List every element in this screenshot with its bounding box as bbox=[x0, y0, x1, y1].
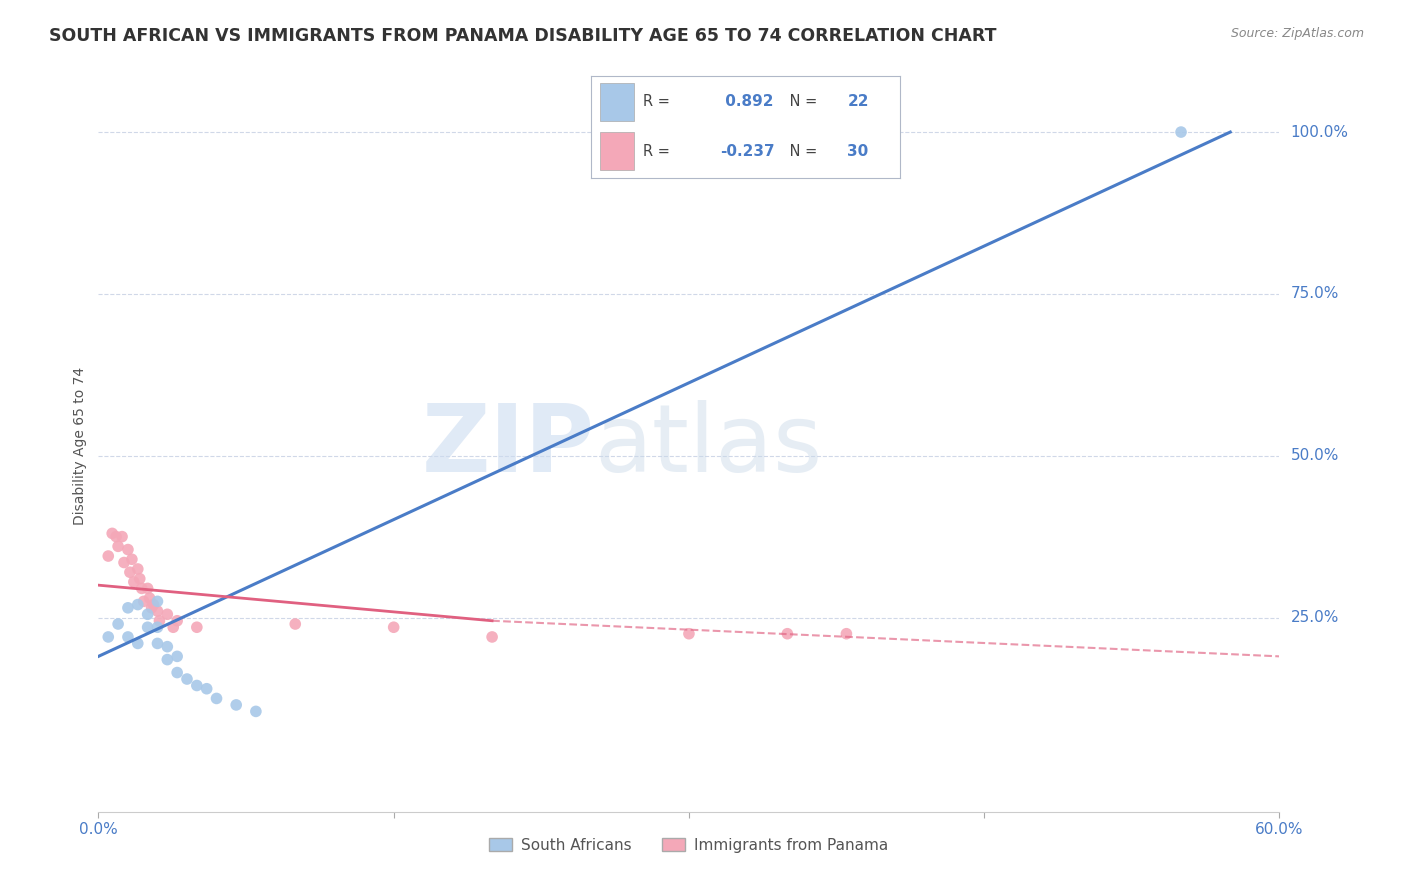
Point bbox=[122, 574, 145, 589]
Text: 22: 22 bbox=[848, 95, 869, 110]
Point bbox=[1170, 125, 1192, 139]
Point bbox=[146, 594, 169, 608]
Point bbox=[128, 572, 150, 586]
Point bbox=[156, 652, 179, 666]
Text: atlas: atlas bbox=[595, 400, 823, 492]
Point bbox=[117, 542, 139, 557]
Point bbox=[138, 591, 160, 606]
Text: 75.0%: 75.0% bbox=[1291, 286, 1339, 301]
Point bbox=[127, 636, 149, 650]
Point bbox=[186, 620, 208, 634]
Point bbox=[678, 626, 700, 640]
Text: Source: ZipAtlas.com: Source: ZipAtlas.com bbox=[1230, 27, 1364, 40]
Text: R =: R = bbox=[643, 144, 675, 159]
Point bbox=[156, 607, 179, 622]
Point bbox=[146, 604, 169, 618]
Point bbox=[148, 614, 170, 628]
Point bbox=[136, 607, 159, 622]
Point bbox=[245, 705, 267, 719]
FancyBboxPatch shape bbox=[600, 132, 634, 170]
FancyBboxPatch shape bbox=[600, 83, 634, 121]
Point bbox=[186, 678, 208, 692]
Point bbox=[107, 617, 129, 632]
Point bbox=[117, 630, 139, 644]
Point bbox=[156, 640, 179, 654]
Point bbox=[136, 620, 159, 634]
Point bbox=[117, 600, 139, 615]
Point bbox=[481, 630, 503, 644]
Point bbox=[146, 620, 169, 634]
Text: R =: R = bbox=[643, 95, 675, 110]
Point bbox=[176, 672, 198, 686]
Text: 30: 30 bbox=[848, 144, 869, 159]
Point bbox=[146, 636, 169, 650]
Point bbox=[225, 698, 247, 712]
Point bbox=[136, 582, 159, 596]
Text: 0.892: 0.892 bbox=[720, 95, 773, 110]
Text: N =: N = bbox=[786, 144, 823, 159]
Point bbox=[97, 630, 120, 644]
Text: 50.0%: 50.0% bbox=[1291, 448, 1339, 463]
Point bbox=[121, 552, 143, 566]
Text: SOUTH AFRICAN VS IMMIGRANTS FROM PANAMA DISABILITY AGE 65 TO 74 CORRELATION CHAR: SOUTH AFRICAN VS IMMIGRANTS FROM PANAMA … bbox=[49, 27, 997, 45]
Point bbox=[111, 530, 134, 544]
Point bbox=[166, 614, 188, 628]
Point bbox=[101, 526, 124, 541]
Point bbox=[118, 566, 141, 580]
Point bbox=[105, 530, 128, 544]
Text: 25.0%: 25.0% bbox=[1291, 610, 1339, 625]
Legend: South Africans, Immigrants from Panama: South Africans, Immigrants from Panama bbox=[484, 831, 894, 859]
Point bbox=[382, 620, 405, 634]
Point bbox=[284, 617, 307, 632]
Point bbox=[166, 649, 188, 664]
Point bbox=[162, 620, 184, 634]
Text: 100.0%: 100.0% bbox=[1291, 125, 1348, 139]
Point bbox=[195, 681, 218, 696]
Y-axis label: Disability Age 65 to 74: Disability Age 65 to 74 bbox=[73, 367, 87, 525]
Point bbox=[776, 626, 799, 640]
Point bbox=[131, 582, 153, 596]
Point bbox=[205, 691, 228, 706]
Point bbox=[142, 598, 165, 612]
Point bbox=[166, 665, 188, 680]
Point bbox=[141, 600, 163, 615]
Point bbox=[127, 562, 149, 576]
Point bbox=[97, 549, 120, 563]
Point bbox=[107, 539, 129, 553]
Text: -0.237: -0.237 bbox=[720, 144, 775, 159]
Point bbox=[835, 626, 858, 640]
Text: N =: N = bbox=[786, 95, 823, 110]
Text: ZIP: ZIP bbox=[422, 400, 595, 492]
Point bbox=[112, 556, 135, 570]
Point bbox=[132, 594, 155, 608]
Point bbox=[127, 598, 149, 612]
